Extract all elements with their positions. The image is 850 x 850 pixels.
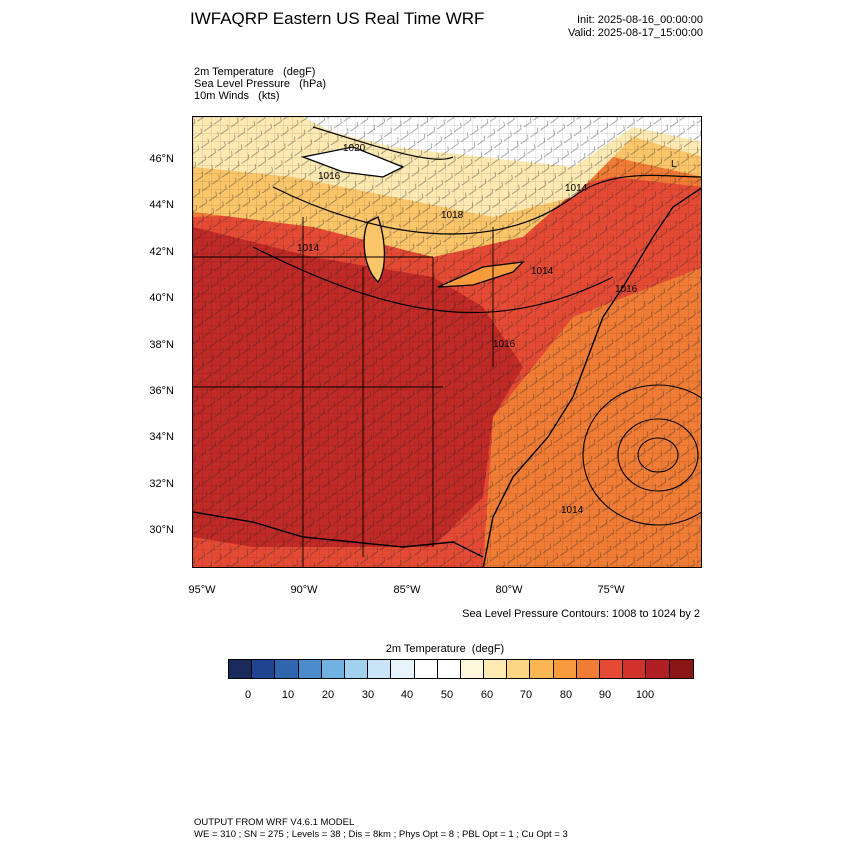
contour-note: Sea Level Pressure Contours: 1008 to 102… bbox=[462, 608, 700, 620]
map-canvas: 1020 1016 1018 1014 1014 1014 1016 1016 … bbox=[193, 117, 701, 567]
pressure-label: 1016 bbox=[493, 339, 516, 350]
lon-label: 95°W bbox=[188, 584, 216, 596]
colorbar-tick: 30 bbox=[361, 689, 375, 701]
lat-label: 46°N bbox=[149, 153, 174, 165]
colorbar-swatch bbox=[344, 660, 369, 678]
plot-title: IWFAQRP Eastern US Real Time WRF bbox=[190, 9, 485, 28]
pressure-label: 1016 bbox=[318, 171, 341, 182]
lat-label: 40°N bbox=[149, 292, 174, 304]
footer-config-line: WE = 310 ; SN = 275 ; Levels = 38 ; Dis … bbox=[194, 829, 568, 840]
low-center-marker: L bbox=[671, 159, 677, 170]
model-footer: OUTPUT FROM WRF V4.6.1 MODEL WE = 310 ; … bbox=[194, 817, 568, 841]
isobar-1020 bbox=[312, 126, 454, 160]
footer-model-line: OUTPUT FROM WRF V4.6.1 MODEL bbox=[194, 817, 355, 828]
lon-label: 85°W bbox=[393, 584, 421, 596]
lon-label: 80°W bbox=[495, 584, 523, 596]
lat-label: 44°N bbox=[149, 199, 174, 211]
colorbar-tick: 20 bbox=[321, 689, 335, 701]
low-isobar-mid bbox=[617, 418, 699, 492]
isobar-1014 bbox=[252, 246, 614, 314]
colorbar-tick: 80 bbox=[559, 689, 573, 701]
pressure-label: 1018 bbox=[441, 210, 464, 221]
colorbar-swatch bbox=[507, 660, 531, 678]
colorbar-tick: 70 bbox=[519, 689, 533, 701]
field-pressure: Sea Level Pressure (hPa) bbox=[194, 78, 327, 90]
colorbar-swatch bbox=[646, 660, 670, 678]
colorbar-tick: 90 bbox=[598, 689, 612, 701]
lat-label: 34°N bbox=[149, 431, 174, 443]
weather-map: 1020 1016 1018 1014 1014 1014 1016 1016 … bbox=[192, 116, 702, 568]
colorbar-tick: 50 bbox=[440, 689, 454, 701]
lat-label: 30°N bbox=[149, 524, 174, 536]
colorbar-tick: 40 bbox=[400, 689, 414, 701]
low-isobar-outer bbox=[582, 384, 701, 526]
colorbar-swatch bbox=[368, 660, 392, 678]
isobar-1016 bbox=[272, 174, 701, 235]
colorbar-tick: 60 bbox=[480, 689, 494, 701]
pressure-label: 1014 bbox=[531, 266, 554, 277]
field-winds: 10m Winds (kts) bbox=[194, 90, 280, 102]
low-isobar-inner bbox=[637, 437, 679, 473]
colorbar-swatch bbox=[576, 660, 600, 678]
pressure-label: 1020 bbox=[343, 143, 366, 154]
lat-label: 38°N bbox=[149, 339, 174, 351]
init-time: Init: 2025-08-16_00:00:00 bbox=[577, 14, 703, 26]
colorbar-swatch bbox=[623, 660, 647, 678]
colorbar bbox=[228, 659, 694, 679]
valid-time: Valid: 2025-08-17_15:00:00 bbox=[568, 27, 703, 39]
lake-michigan bbox=[363, 216, 386, 284]
atlantic-coastline bbox=[482, 187, 701, 567]
pressure-label: 1014 bbox=[565, 183, 588, 194]
lon-label: 90°W bbox=[290, 584, 318, 596]
colorbar-swatch bbox=[298, 660, 322, 678]
field-temperature: 2m Temperature (degF) bbox=[194, 66, 316, 78]
pressure-label: 1014 bbox=[297, 243, 320, 254]
colorbar-swatch bbox=[229, 660, 253, 678]
lat-label: 36°N bbox=[149, 385, 174, 397]
lat-label: 42°N bbox=[149, 246, 174, 258]
colorbar-swatch bbox=[460, 660, 485, 678]
colorbar-tick: 0 bbox=[244, 689, 252, 701]
colorbar-swatch bbox=[275, 660, 299, 678]
lake-superior bbox=[300, 146, 405, 178]
pressure-label: 1014 bbox=[561, 505, 584, 516]
colorbar-title: 2m Temperature (degF) bbox=[385, 643, 505, 655]
wind-barbs bbox=[193, 117, 701, 567]
colorbar-swatch bbox=[414, 660, 438, 678]
field-legend: 2m Temperature (degF) Sea Level Pressure… bbox=[194, 66, 326, 102]
colorbar-tick: 10 bbox=[281, 689, 295, 701]
colorbar-swatch bbox=[669, 660, 693, 678]
state-borders bbox=[193, 217, 494, 567]
lake-erie bbox=[437, 261, 525, 288]
gulf-coastline bbox=[193, 511, 484, 558]
colorbar-swatch bbox=[391, 660, 415, 678]
colorbar-swatch bbox=[252, 660, 276, 678]
lon-label: 75°W bbox=[597, 584, 625, 596]
colorbar-swatch bbox=[484, 660, 508, 678]
colorbar-swatch bbox=[437, 660, 461, 678]
colorbar-swatch bbox=[321, 660, 345, 678]
colorbar-tick: 100 bbox=[635, 689, 655, 701]
colorbar-swatch bbox=[553, 660, 577, 678]
pressure-label: 1016 bbox=[615, 284, 638, 295]
colorbar-swatch bbox=[600, 660, 624, 678]
colorbar-swatch bbox=[530, 660, 554, 678]
lat-label: 32°N bbox=[149, 478, 174, 490]
run-times: Init: 2025-08-16_00:00:00 Valid: 2025-08… bbox=[568, 14, 703, 40]
